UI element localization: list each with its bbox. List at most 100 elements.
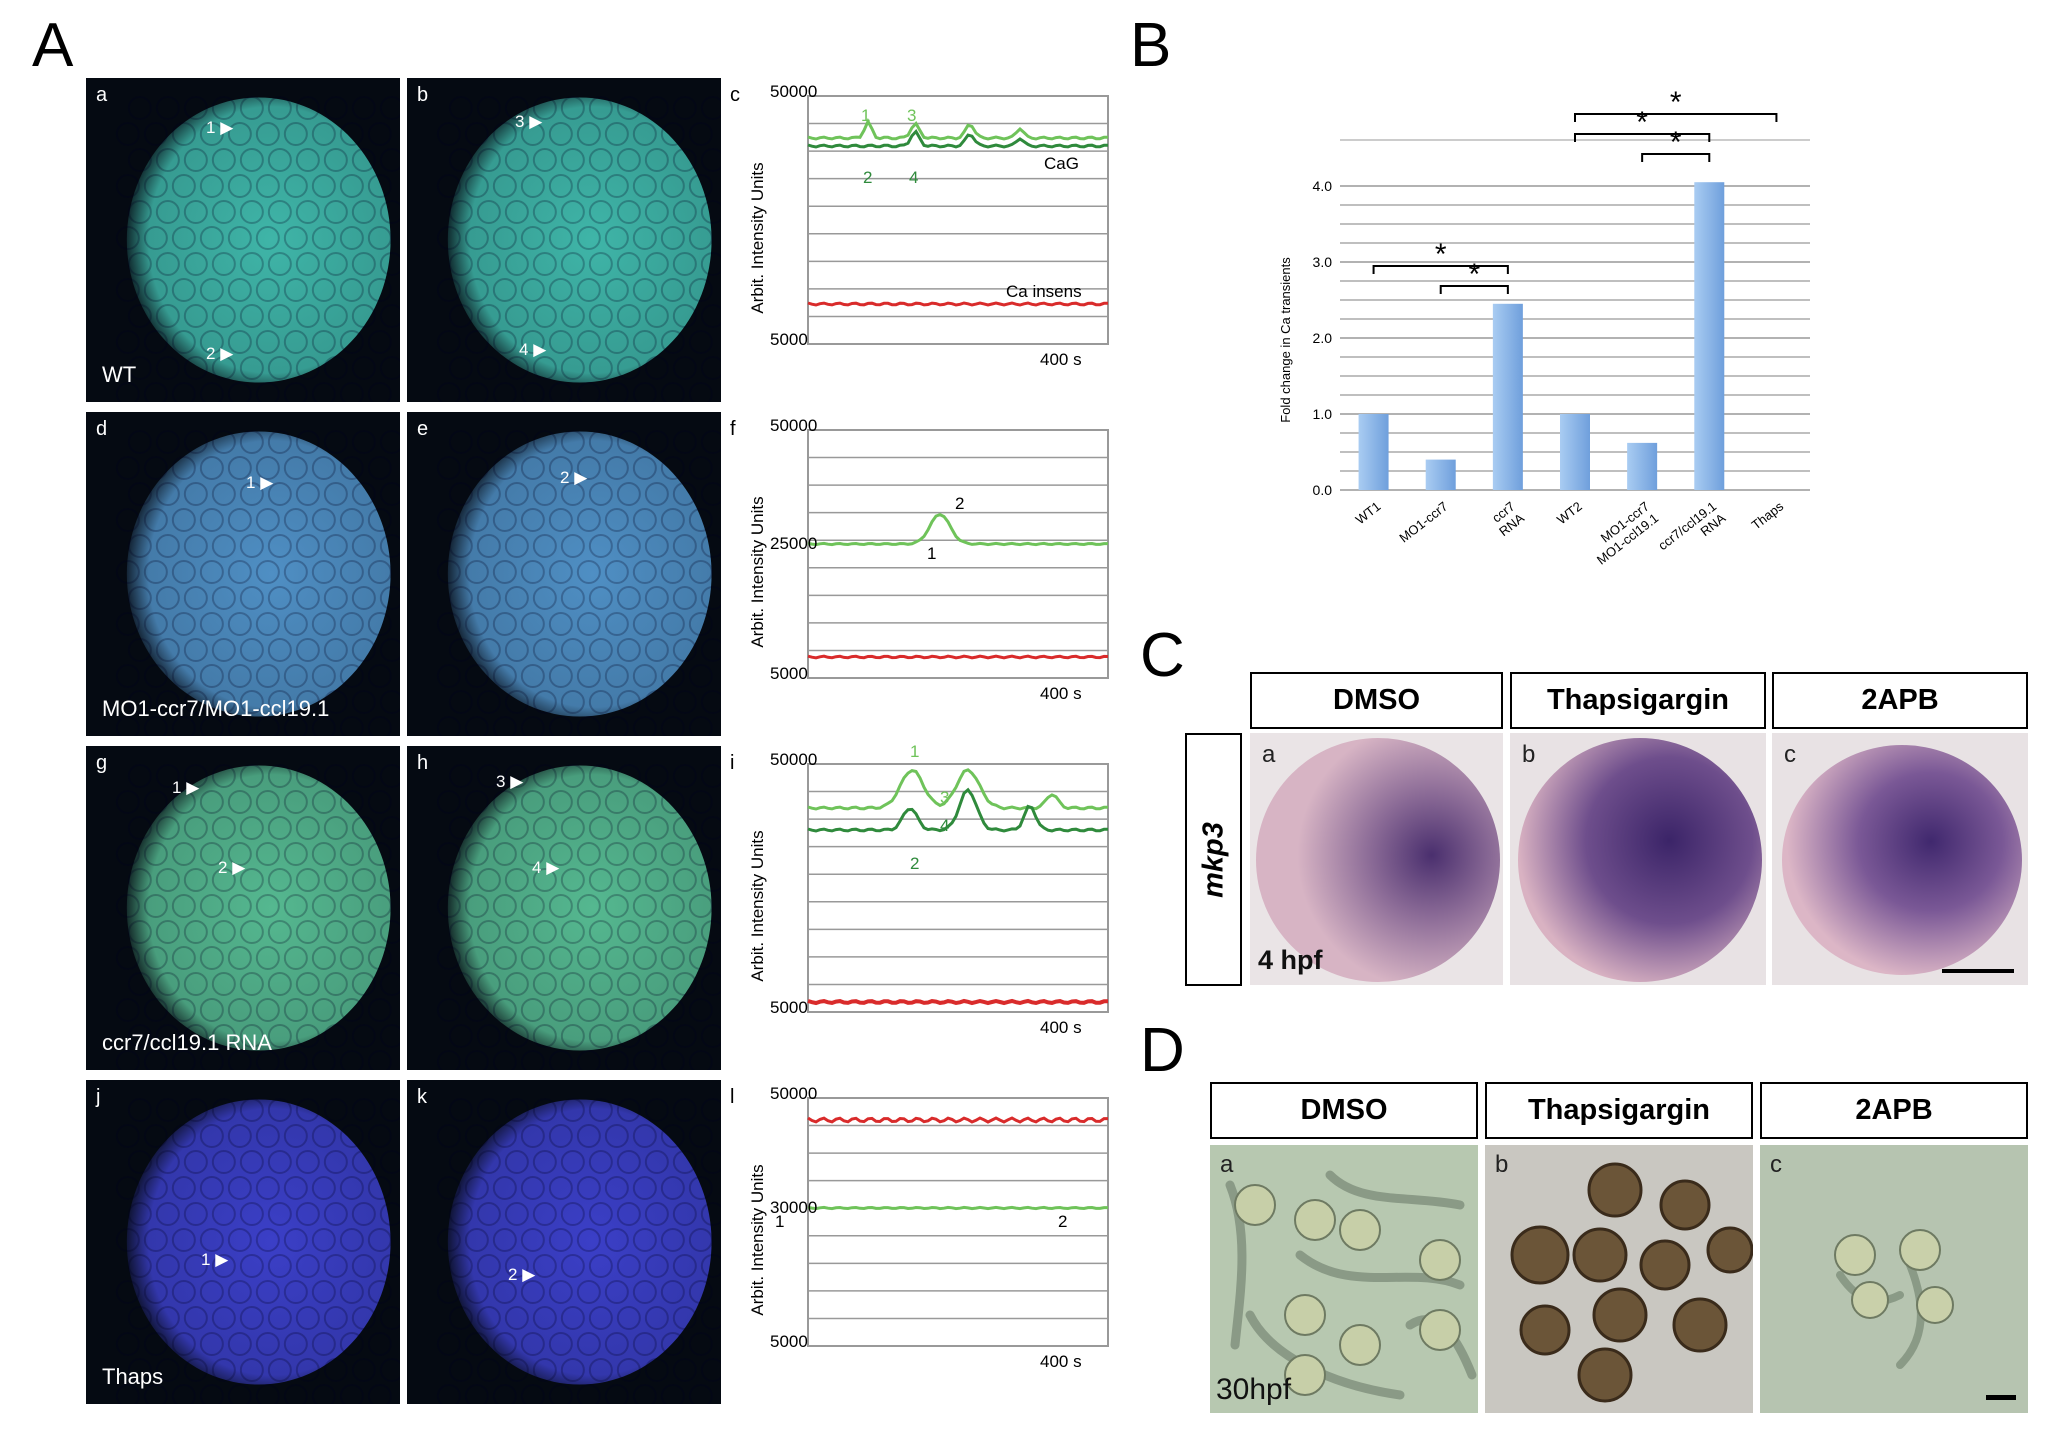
stage-label-4hpf: 4 hpf: [1258, 945, 1323, 975]
arrowhead-icon: ▶: [215, 344, 234, 363]
peak-label: 1: [775, 1212, 785, 1231]
significance-bracket: [1574, 113, 1778, 122]
peak-label: 4: [909, 168, 919, 187]
larvae-photo-thapsigargin: b: [1485, 1145, 1753, 1413]
bar-4: [1627, 442, 1658, 490]
cell-marker-number: 4: [519, 340, 529, 359]
y-axis-label: Arbit. Intensity Units: [748, 830, 767, 982]
photo-letter-c: c: [1784, 741, 1796, 768]
peak-label: 3: [940, 788, 950, 807]
y-tick-label: 2.0: [1313, 330, 1333, 346]
y-axis-mid: 30000: [770, 1198, 818, 1217]
peak-label: 2: [910, 854, 920, 873]
trace-line-insensitive: [807, 998, 1108, 1006]
y-axis-min: 5000: [770, 998, 808, 1017]
trace-label-insensitive: Ca insens: [1006, 282, 1082, 301]
larvae-photo-dmso: a 30hpf: [1210, 1145, 1478, 1413]
cell-marker: 4 ▶: [519, 340, 546, 360]
cell-marker-number: 2: [560, 468, 570, 487]
cell-marker: 1 ▶: [246, 473, 273, 493]
arrowhead-icon: ▶: [255, 473, 274, 492]
bar-1: [1425, 459, 1456, 490]
arrowhead-icon: ▶: [517, 1265, 536, 1284]
arrowhead-icon: ▶: [227, 858, 246, 877]
sub-label-b: b: [417, 84, 429, 106]
x-tick-label: Thaps: [1749, 498, 1787, 532]
y-axis-max: 50000: [770, 750, 818, 769]
photo-letter-b: b: [1522, 741, 1536, 768]
y-axis-max: 50000: [770, 82, 818, 101]
panel-label-b: B: [1130, 11, 1172, 80]
panel-label-c: C: [1140, 621, 1185, 690]
y-tick-label: 3.0: [1313, 254, 1333, 270]
photo-letter-d-b: b: [1495, 1151, 1509, 1178]
arrowhead-icon: ▶: [181, 778, 200, 797]
significance-bracket: [1641, 153, 1711, 162]
panel-d-header-thapsigargin: Thapsigargin: [1485, 1082, 1753, 1139]
x-tick-label: MO1-ccr7MO1-ccl19.1: [1585, 499, 1662, 568]
trace-plot: [807, 429, 1109, 679]
significance-star: *: [1636, 106, 1648, 139]
y-axis-max: 50000: [770, 416, 818, 435]
peak-label: 2: [863, 168, 873, 187]
x-tick-label: WT1: [1353, 499, 1384, 528]
micrograph-d: d 1 ▶ MO1-ccr7/MO1-ccl19.1: [86, 412, 400, 736]
trace-plot: [807, 763, 1109, 1013]
sub-label-k: k: [417, 1086, 427, 1108]
panel-c-header-thapsigargin: Thapsigargin: [1510, 672, 1766, 729]
sub-label-f: f: [730, 418, 736, 440]
peak-label: 1: [910, 742, 920, 761]
cell-marker: 3 ▶: [496, 772, 523, 792]
cell-marker: 2 ▶: [508, 1265, 535, 1285]
significance-star: *: [1670, 126, 1682, 159]
micrograph-j: j 1 ▶ Thaps: [86, 1080, 400, 1404]
condition-label: WT: [102, 362, 137, 387]
y-axis-min: 5000: [770, 664, 808, 683]
x-axis-duration: 400 s: [1040, 350, 1082, 369]
y-axis-label: Arbit. Intensity Units: [748, 496, 767, 648]
cell-marker: 2 ▶: [218, 858, 245, 878]
y-axis-label: Arbit. Intensity Units: [748, 162, 767, 314]
cell-marker-number: 2: [218, 858, 228, 877]
trace-line-cell-1-3: [807, 768, 1108, 811]
trace-line-cell-1-3: [807, 118, 1108, 141]
calcium-trace-panel: f Arbit. Intensity Units 50000 5000 25000 400…: [730, 412, 1140, 736]
x-axis-duration: 400 s: [1040, 1018, 1082, 1037]
panel-label-d: D: [1140, 1016, 1185, 1085]
sub-label-e: e: [417, 418, 429, 440]
ca-transient-bar-chart: 0.0 1.0 2.0 3.0 4.0 Fold change in Ca transie…: [1278, 90, 1810, 568]
arrowhead-icon: ▶: [528, 340, 547, 359]
bar-3: [1560, 414, 1590, 490]
embryo-photo-thapsigargin: b: [1510, 733, 1766, 985]
cell-marker-number: 4: [532, 858, 542, 877]
x-axis-duration: 400 s: [1040, 1352, 1082, 1371]
photo-letter-a: a: [1262, 741, 1276, 768]
sub-label-g: g: [96, 752, 108, 774]
cell-marker: 4 ▶: [532, 858, 559, 878]
cell-marker: 2 ▶: [206, 344, 233, 364]
trace-plot: [807, 1097, 1109, 1347]
embryo-photo-2apb: c: [1772, 733, 2028, 985]
cell-marker-number: 3: [515, 112, 525, 131]
panel-d-header-dmso: DMSO: [1210, 1082, 1478, 1139]
significance-star: *: [1468, 258, 1480, 291]
condition-label: ccr7/ccl19.1 RNA: [102, 1030, 272, 1055]
arrowhead-icon: ▶: [215, 118, 234, 137]
trace-label-cag: CaG: [1044, 154, 1079, 173]
trace-line-cell-2-4: [807, 129, 1108, 149]
condition-label: Thaps: [102, 1364, 164, 1389]
trace-plot: [807, 95, 1109, 345]
photo-letter-d-c: c: [1770, 1151, 1782, 1178]
y-axis-min: 5000: [770, 1332, 808, 1351]
cell-marker-number: 2: [508, 1265, 518, 1284]
y-axis-mid: 25000: [770, 534, 818, 553]
x-tick-label: ccr7/ccl19.1RNA: [1655, 498, 1728, 565]
y-axis-label: Fold change in Ca transients: [1278, 257, 1293, 423]
cell-marker: 3 ▶: [515, 112, 542, 132]
trace-line-cell-2-4: [807, 787, 1108, 833]
scale-bar: [1942, 969, 2014, 973]
y-tick-label: 1.0: [1313, 406, 1333, 422]
